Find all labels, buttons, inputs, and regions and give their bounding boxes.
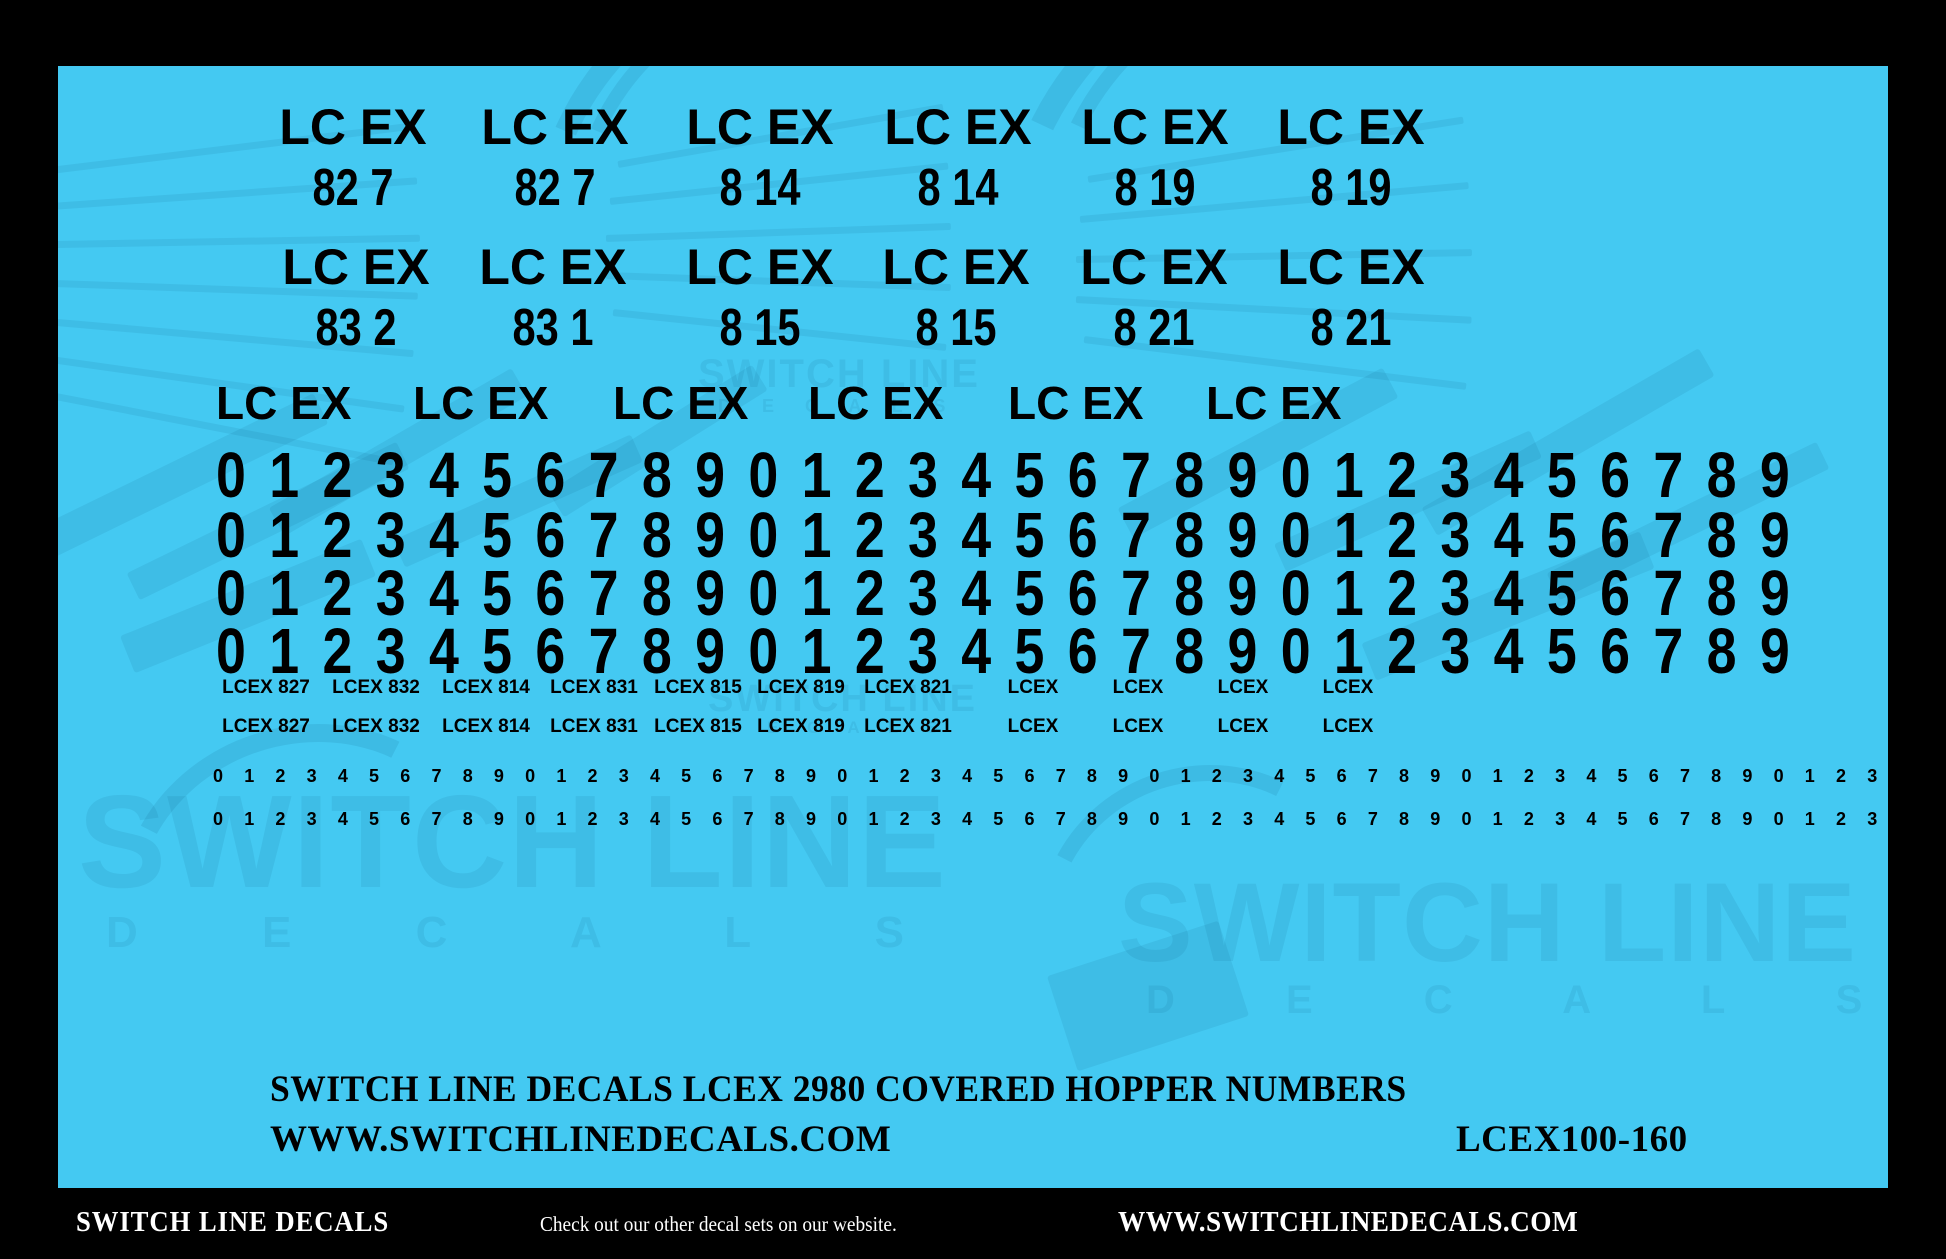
tiny-digit-strip: 0 1 2 3 4 5 6 7 8 9 0 1 2 3 4 5 6 7 8 9 … bbox=[213, 809, 1888, 829]
mark-block: LC EX 8 19 bbox=[1266, 102, 1436, 214]
digit-strip: 0 1 2 3 4 5 6 7 8 9 0 1 2 3 4 5 6 7 8 9 … bbox=[216, 615, 1794, 687]
lcex-label: LCEX bbox=[1322, 716, 1374, 737]
reporting-mark: LC EX bbox=[413, 377, 549, 429]
footer-website[interactable]: WWW.SWITCHLINEDECALS.COM bbox=[1118, 1206, 1579, 1238]
mark-block: LC EX 83 1 bbox=[468, 242, 638, 354]
lcex-label: LCEX 821 bbox=[864, 716, 952, 737]
mark-block: LC EX 82 7 bbox=[268, 102, 438, 214]
car-number: 8 14 bbox=[719, 159, 801, 217]
reporting-mark: LC EX bbox=[613, 377, 749, 429]
digit-strip: 0 1 2 3 4 5 6 7 8 9 0 1 2 3 4 5 6 7 8 9 … bbox=[216, 499, 1794, 571]
lcex-label: LCEX 831 bbox=[550, 677, 638, 698]
reporting-mark: LC EX bbox=[1081, 99, 1229, 155]
car-number: 82 7 bbox=[312, 159, 394, 217]
reporting-mark: LC EX bbox=[882, 239, 1030, 295]
lcex-label: LCEX 827 bbox=[222, 677, 310, 698]
reporting-mark: LC EX bbox=[884, 99, 1032, 155]
car-number: 8 15 bbox=[719, 299, 801, 357]
lcex-label: LCEX bbox=[1007, 716, 1059, 737]
digit-strip: 0 1 2 3 4 5 6 7 8 9 0 1 2 3 4 5 6 7 8 9 … bbox=[216, 439, 1794, 511]
lcex-label: LCEX 832 bbox=[332, 716, 420, 737]
car-number: 8 14 bbox=[917, 159, 999, 217]
lcex-label: LCEX 814 bbox=[442, 677, 530, 698]
reporting-mark: LC EX bbox=[1277, 239, 1425, 295]
lcex-label: LCEX 819 bbox=[757, 716, 845, 737]
reporting-mark: LC EX bbox=[686, 239, 834, 295]
lcex-label: LCEX bbox=[1112, 716, 1164, 737]
reporting-mark: LC EX bbox=[686, 99, 834, 155]
lcex-label: LCEX 832 bbox=[332, 677, 420, 698]
lcex-label: LCEX bbox=[1217, 677, 1269, 698]
footer-bar: SWITCH LINE DECALS Check out our other d… bbox=[0, 1188, 1946, 1259]
mark-block: LC EX 8 14 bbox=[873, 102, 1043, 214]
reporting-mark: LC EX bbox=[479, 239, 627, 295]
decal-sheet: SWITCH LINE D E C A L S SWITCH LINE D E … bbox=[58, 66, 1888, 1188]
lcex-label: LCEX 821 bbox=[864, 677, 952, 698]
sheet-website[interactable]: WWW.SWITCHLINEDECALS.COM bbox=[270, 1119, 892, 1160]
reporting-mark: LC EX bbox=[1008, 377, 1144, 429]
lcex-label: LCEX 815 bbox=[654, 716, 742, 737]
lcex-label: LCEX bbox=[1112, 677, 1164, 698]
footer-note: Check out our other decal sets on our we… bbox=[540, 1212, 897, 1236]
car-number: 83 2 bbox=[315, 299, 397, 357]
lcex-label: LCEX bbox=[1322, 677, 1374, 698]
mark-block: LC EX 8 14 bbox=[675, 102, 845, 214]
mark-block: LC EX 8 21 bbox=[1266, 242, 1436, 354]
tiny-digit-strip: 0 1 2 3 4 5 6 7 8 9 0 1 2 3 4 5 6 7 8 9 … bbox=[213, 766, 1888, 786]
mark-block: LC EX 8 15 bbox=[675, 242, 845, 354]
car-number: 82 7 bbox=[514, 159, 596, 217]
lcex-label: LCEX bbox=[1007, 677, 1059, 698]
mark-block: LC EX 83 2 bbox=[271, 242, 441, 354]
reporting-mark: LC EX bbox=[1206, 377, 1342, 429]
reporting-mark: LC EX bbox=[279, 99, 427, 155]
mark-block: LC EX 8 15 bbox=[871, 242, 1041, 354]
lcex-label: LCEX 814 bbox=[442, 716, 530, 737]
car-number: 8 19 bbox=[1114, 159, 1196, 217]
lcex-label: LCEX 815 bbox=[654, 677, 742, 698]
digit-strip: 0 1 2 3 4 5 6 7 8 9 0 1 2 3 4 5 6 7 8 9 … bbox=[216, 557, 1794, 629]
lcex-label: LCEX bbox=[1217, 716, 1269, 737]
footer-brand: SWITCH LINE DECALS bbox=[76, 1206, 390, 1238]
car-number: 8 21 bbox=[1310, 299, 1392, 357]
lcex-label: LCEX 827 bbox=[222, 716, 310, 737]
car-number: 8 15 bbox=[915, 299, 997, 357]
sheet-sku: LCEX100-160 bbox=[1456, 1119, 1688, 1160]
mark-block: LC EX 8 21 bbox=[1069, 242, 1239, 354]
reporting-mark: LC EX bbox=[1080, 239, 1228, 295]
lcex-label: LCEX 819 bbox=[757, 677, 845, 698]
car-number: 8 19 bbox=[1310, 159, 1392, 217]
mark-block: LC EX 8 19 bbox=[1070, 102, 1240, 214]
reporting-mark: LC EX bbox=[481, 99, 629, 155]
reporting-mark: LC EX bbox=[216, 377, 352, 429]
car-number: 83 1 bbox=[512, 299, 594, 357]
car-number: 8 21 bbox=[1113, 299, 1195, 357]
reporting-mark: LC EX bbox=[1277, 99, 1425, 155]
reporting-mark: LC EX bbox=[282, 239, 430, 295]
mark-block: LC EX 82 7 bbox=[470, 102, 640, 214]
reporting-mark: LC EX bbox=[808, 377, 944, 429]
lcex-label: LCEX 831 bbox=[550, 716, 638, 737]
decal-content-layer: LC EX 82 7 LC EX 82 7 LC EX 8 14 LC EX 8… bbox=[58, 66, 1888, 1188]
sheet-title: SWITCH LINE DECALS LCEX 2980 COVERED HOP… bbox=[270, 1069, 1407, 1110]
